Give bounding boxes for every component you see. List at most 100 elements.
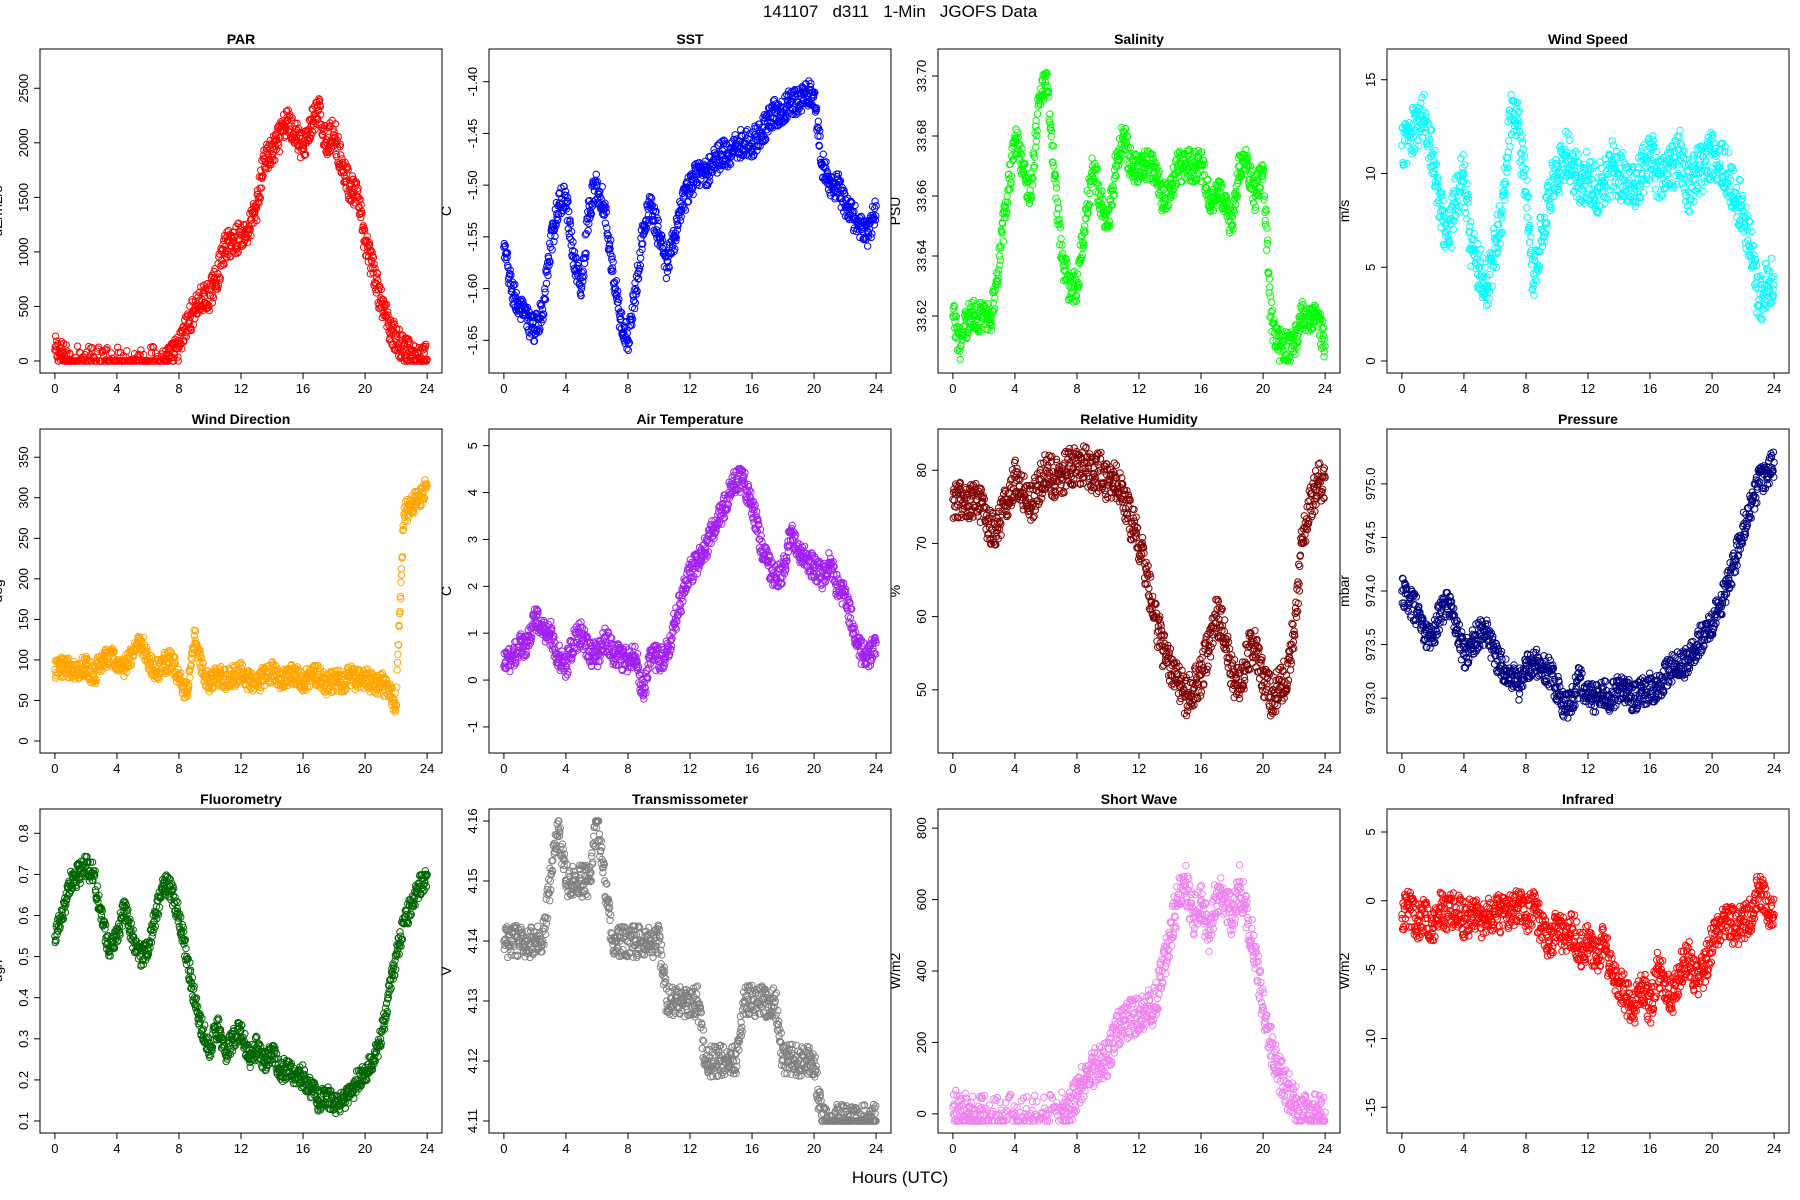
- jitter-point: [331, 120, 340, 128]
- x-tick-label: 4: [113, 381, 120, 396]
- data-points: [500, 77, 880, 354]
- y-tick-label: 200: [16, 568, 31, 590]
- x-tick-label: 0: [500, 381, 507, 396]
- jitter-point: [1523, 213, 1532, 221]
- jitter-point: [374, 276, 382, 285]
- x-tick-label: 4: [562, 381, 569, 396]
- jitter-point: [1724, 148, 1733, 156]
- jitter-point: [301, 150, 310, 159]
- y-axis-label: m/s: [1336, 200, 1352, 223]
- jitter-point: [309, 105, 317, 114]
- jitter-point: [624, 346, 633, 354]
- jitter-point: [208, 271, 216, 279]
- x-tick-label: 24: [420, 761, 434, 776]
- jitter-point: [186, 313, 194, 321]
- jitter-point: [1504, 136, 1513, 145]
- jitter-point: [123, 347, 131, 355]
- x-tick-label: 20: [1256, 381, 1270, 396]
- x-tick-label: 24: [869, 381, 883, 396]
- x-tick-label: 8: [624, 381, 631, 396]
- jitter-point: [208, 274, 216, 282]
- y-axis-label: deg: [0, 579, 5, 602]
- jitter-point: [334, 132, 342, 141]
- jitter-point: [1565, 136, 1574, 145]
- jitter-point: [871, 197, 879, 205]
- jitter-point: [354, 184, 362, 192]
- plot-frame: [937, 48, 1341, 374]
- jitter-point: [546, 239, 554, 248]
- jitter-point: [259, 172, 267, 180]
- jitter-point: [336, 140, 345, 149]
- jitter-point: [1268, 306, 1277, 314]
- jitter-point: [215, 273, 224, 281]
- jitter-point: [174, 357, 182, 365]
- jitter-point: [293, 119, 301, 127]
- jitter-point: [367, 246, 375, 255]
- x-tick-label: 0: [51, 381, 58, 396]
- x-tick-label: 16: [1194, 381, 1208, 396]
- jitter-point: [368, 248, 376, 256]
- y-tick-label: -1.40: [465, 67, 480, 97]
- jitter-point: [1767, 254, 1775, 263]
- jitter-point: [356, 195, 364, 203]
- y-tick-label: 2000: [16, 128, 31, 157]
- x-tick-label: 20: [358, 761, 372, 776]
- jitter-point: [309, 122, 318, 130]
- jitter-point: [343, 165, 351, 173]
- jitter-point: [256, 194, 265, 202]
- jitter-point: [1052, 184, 1061, 192]
- jitter-point: [1609, 141, 1618, 149]
- y-tick-label: 500: [16, 296, 31, 318]
- jitter-point: [272, 131, 281, 140]
- jitter-point: [234, 248, 242, 256]
- plot-frame: [39, 48, 443, 374]
- jitter-point: [243, 238, 252, 247]
- x-tick-label: 8: [1073, 381, 1080, 396]
- x-tick-label: 8: [1522, 381, 1529, 396]
- jitter-point: [257, 184, 266, 192]
- x-tick-label: 16: [296, 761, 310, 776]
- jitter-point: [348, 172, 357, 180]
- y-tick-label: -1.50: [465, 170, 480, 200]
- jitter-point: [1057, 234, 1065, 243]
- jitter-point: [271, 156, 279, 164]
- jitter-point: [63, 349, 71, 357]
- jitter-point: [317, 120, 326, 129]
- jitter-point: [171, 335, 179, 344]
- jitter-point: [1047, 133, 1055, 141]
- jitter-point: [1582, 148, 1591, 156]
- y-tick-label: 5: [1363, 264, 1378, 271]
- jitter-point: [209, 294, 218, 302]
- jitter-point: [294, 146, 302, 154]
- jitter-point: [219, 260, 228, 268]
- y-tick-label: 100: [16, 649, 31, 671]
- jitter-point: [306, 117, 314, 125]
- jitter-point: [1054, 204, 1063, 212]
- x-tick-label: 0: [1398, 381, 1405, 396]
- y-tick-label: 0: [16, 737, 31, 744]
- jitter-point: [205, 306, 213, 315]
- jitter-point: [61, 348, 69, 356]
- y-tick-label: 1500: [16, 183, 31, 212]
- jitter-point: [92, 357, 101, 365]
- y-tick-label: 300: [16, 487, 31, 509]
- jitter-point: [254, 198, 262, 206]
- jitter-point: [969, 296, 978, 305]
- panel-title: Wind Direction: [192, 411, 291, 427]
- jitter-point: [1685, 208, 1694, 216]
- jitter-point: [216, 274, 224, 282]
- jitter-point: [186, 673, 194, 682]
- data-points: [949, 68, 1329, 365]
- jitter-point: [326, 119, 334, 127]
- jitter-point: [298, 140, 307, 149]
- y-tick-label: -1.55: [465, 222, 480, 252]
- jitter-point: [373, 269, 382, 278]
- jitter-point: [819, 150, 827, 158]
- jitter-point: [208, 299, 217, 307]
- jitter-point: [1053, 198, 1062, 206]
- x-tick-label: 12: [234, 381, 248, 396]
